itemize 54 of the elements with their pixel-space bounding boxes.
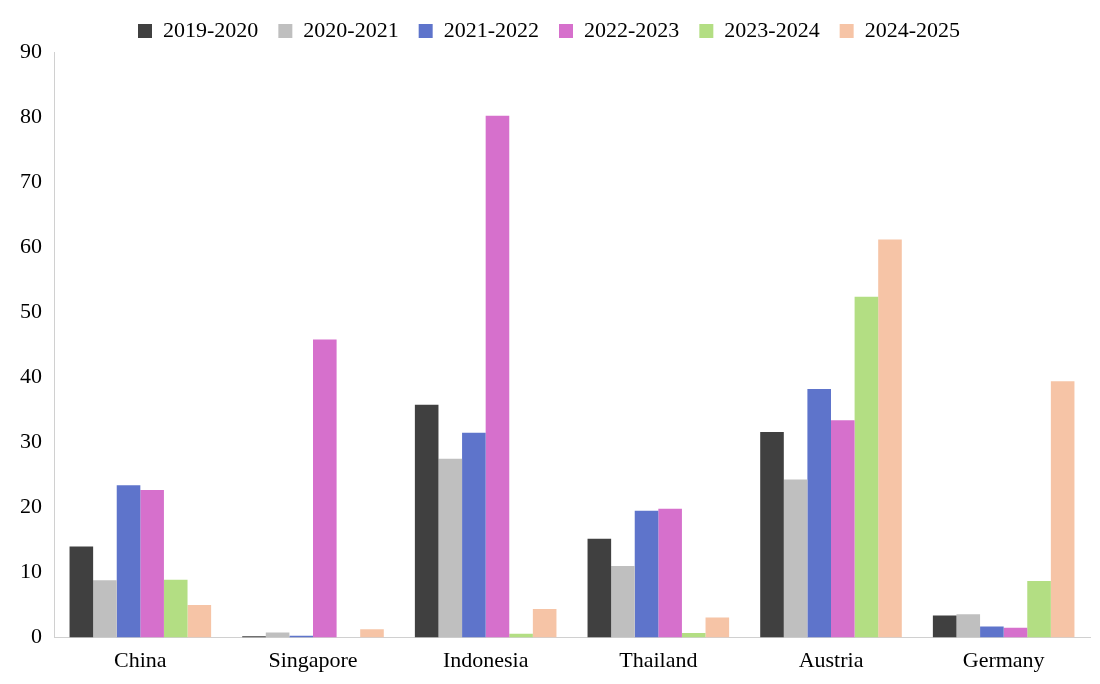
x-tick-label: Indonesia bbox=[442, 646, 529, 672]
legend-label: 2022-2023 bbox=[584, 16, 680, 42]
legend-label: 2021-2022 bbox=[443, 16, 539, 42]
bar bbox=[980, 626, 1004, 638]
bar bbox=[705, 617, 730, 638]
y-tick-label: 50 bbox=[20, 298, 42, 324]
legend-label: 2024-2025 bbox=[864, 16, 960, 42]
bar bbox=[854, 296, 879, 638]
y-tick-label: 60 bbox=[20, 232, 42, 258]
x-tick-label: Austria bbox=[798, 646, 864, 672]
bar bbox=[462, 432, 486, 638]
bar bbox=[140, 489, 164, 638]
bar bbox=[313, 339, 337, 638]
x-tick-label: China bbox=[114, 646, 167, 672]
x-tick-label: Germany bbox=[962, 646, 1045, 672]
bar bbox=[878, 239, 902, 638]
y-tick-label: 90 bbox=[20, 37, 42, 63]
legend-label: 2023-2024 bbox=[724, 16, 820, 42]
bar bbox=[1050, 381, 1075, 638]
bar bbox=[658, 508, 682, 638]
bar bbox=[485, 115, 510, 638]
y-tick-label: 30 bbox=[20, 428, 42, 454]
bar bbox=[1003, 627, 1028, 638]
bar bbox=[681, 633, 706, 638]
legend-label: 2020-2021 bbox=[303, 16, 399, 42]
x-tick-label: Thailand bbox=[619, 646, 698, 672]
bar bbox=[360, 629, 384, 638]
legend-label: 2019-2020 bbox=[163, 16, 259, 42]
bar bbox=[116, 485, 141, 638]
y-tick-label: 20 bbox=[20, 493, 42, 519]
x-tick-label: Singapore bbox=[268, 646, 358, 672]
y-tick-label: 70 bbox=[20, 167, 42, 193]
bar bbox=[611, 566, 635, 638]
y-tick-label: 40 bbox=[20, 363, 42, 389]
bar bbox=[587, 538, 612, 638]
bar bbox=[414, 404, 439, 638]
bar bbox=[760, 431, 784, 638]
bar bbox=[532, 608, 557, 638]
bar bbox=[956, 614, 981, 638]
bar bbox=[807, 389, 831, 638]
y-tick-label: 0 bbox=[31, 623, 42, 649]
y-tick-label: 10 bbox=[20, 558, 42, 584]
y-tick-label: 80 bbox=[20, 102, 42, 128]
bar bbox=[783, 479, 808, 638]
bar bbox=[438, 458, 463, 638]
bar bbox=[932, 615, 957, 638]
bar bbox=[634, 510, 659, 638]
bar bbox=[265, 632, 290, 638]
bar bbox=[93, 580, 117, 638]
bar bbox=[1027, 580, 1051, 638]
bar bbox=[831, 420, 855, 638]
bar bbox=[163, 579, 188, 638]
bar bbox=[187, 605, 212, 638]
bar bbox=[69, 546, 94, 638]
